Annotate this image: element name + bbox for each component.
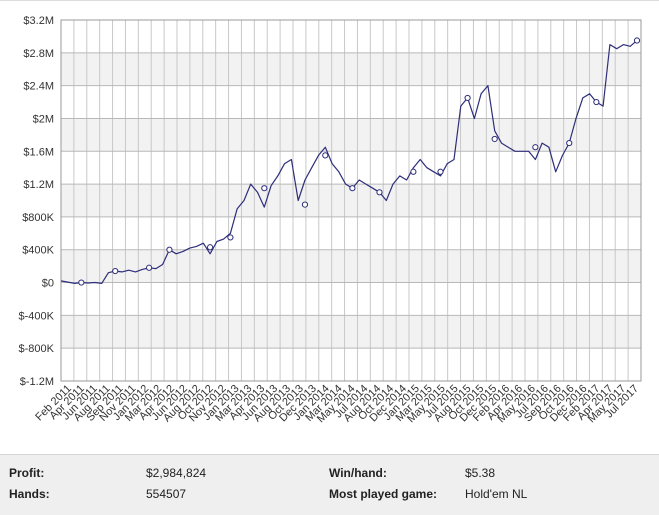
- profit-value: $2,984,824: [146, 466, 207, 480]
- plot-border: [60, 19, 642, 382]
- data-point-marker: [349, 185, 356, 192]
- data-point-marker: [145, 264, 153, 271]
- data-point-marker: [566, 139, 573, 147]
- win-per-hand-label: Win/hand:: [329, 466, 387, 480]
- y-tick-label: $-800K: [19, 343, 55, 355]
- data-point-marker: [491, 135, 498, 143]
- data-point-marker: [78, 279, 85, 286]
- profit-line: [60, 40, 638, 284]
- y-tick-label: $2.8M: [23, 48, 54, 60]
- most-played-game-label: Most played game:: [329, 487, 438, 501]
- profit-chart: $3.2M $2.8M $2.4M $2M $1.6M $1.2M $800K $400K $0…: [19, 15, 642, 425]
- grid-band: [61, 52, 641, 86]
- y-tick-label: $2.4M: [23, 81, 54, 93]
- y-tick-label: $400K: [22, 245, 54, 257]
- hands-value: 554507: [146, 487, 187, 501]
- data-point-marker: [532, 144, 539, 151]
- stats-panel: Profit: $2,984,824 Hands: 554507 Win/han…: [0, 454, 659, 515]
- data-point-marker: [227, 234, 234, 241]
- y-tick-label: $0: [42, 278, 54, 290]
- grid-band: [61, 118, 641, 152]
- profit-label: Profit:: [9, 466, 45, 480]
- data-point-marker: [166, 246, 173, 253]
- grid-band: [61, 249, 641, 283]
- y-tick-label: $-400K: [19, 310, 55, 322]
- data-point-marker: [437, 168, 444, 175]
- chart-panel: $3.2M $2.8M $2.4M $2M $1.6M $1.2M $800K $400K $0…: [0, 0, 659, 426]
- data-point-marker: [633, 37, 641, 44]
- win-per-hand-value: $5.38: [465, 466, 496, 480]
- y-tick-label: $-1.2M: [20, 376, 54, 388]
- data-point-marker: [376, 189, 383, 196]
- y-tick-label: $3.2M: [23, 15, 54, 27]
- data-point-marker: [112, 267, 119, 275]
- data-point-marker: [464, 94, 471, 102]
- data-point-marker: [593, 98, 600, 106]
- y-tick-label: $800K: [22, 212, 54, 224]
- y-tick-label: $1.6M: [23, 146, 54, 158]
- grid-band: [61, 315, 641, 349]
- data-point-marker: [322, 152, 329, 159]
- hands-label: Hands:: [9, 487, 50, 501]
- data-point-marker: [301, 201, 309, 208]
- most-played-game-value: Hold'em NL: [465, 487, 528, 501]
- data-point-marker: [410, 168, 417, 175]
- data-point-marker: [261, 185, 268, 192]
- data-point-marker: [206, 244, 214, 251]
- y-tick-label: $2M: [33, 113, 54, 125]
- y-tick-label: $1.2M: [23, 179, 54, 191]
